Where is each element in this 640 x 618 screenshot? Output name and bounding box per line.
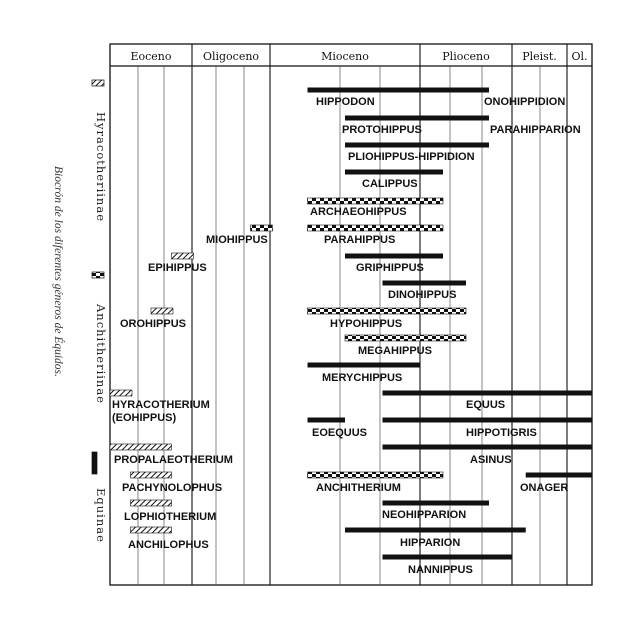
genus-bar-asinus [382,444,592,450]
genus-bar-anchilophus [130,526,172,534]
genus-label: DINOHIPPUS [388,289,456,301]
genus-bar-hipparion [345,527,526,533]
legend-swatch-solid [91,451,98,475]
genus-label: PARAHIPPARION [490,124,581,136]
genus-label: HIPPOTIGRIS [466,427,537,439]
genus-label: NANNIPPUS [408,564,473,576]
genus-label: ONOHIPPIDION [484,96,565,108]
genus-label: HYPOHIPPUS [330,318,402,330]
genus-bar-neohipparion [382,500,489,506]
genus-label: ASINUS [470,454,512,466]
genus-label: EOEQUUS [312,427,367,439]
epoch-label: Eoceno [130,50,171,63]
genus-label: MEGAHIPPUS [358,345,432,357]
subfamily-legend [91,79,105,475]
genus-bar-hippodon [307,87,489,93]
genus-label: (EOHIPPUS) [112,412,177,424]
genus-bar-pliohippus-hippidion [345,142,489,148]
genus-bar-lophiotherium [130,499,172,507]
genus-label: EQUUS [466,399,505,411]
genus-bar-hippotigris [382,417,592,423]
genus-label: NEOHIPPARION [382,509,466,521]
genus-label: CALIPPUS [362,178,418,190]
epoch-label: Mioceno [321,50,369,63]
genus-bar-onager [525,472,592,478]
genus-bar-hyracotherium-eohippus- [109,389,133,397]
genus-label: PARAHIPPUS [324,234,395,246]
genus-bar-merychippus [307,362,420,368]
genus-label: PLIOHIPPUS-HIPPIDION [348,151,475,163]
genus-label: PROTOHIPPUS [342,124,422,136]
genus-bar-megahippus [344,334,467,342]
genus-label: HYRACOTHERIUM [112,399,210,411]
genus-bar-calippus [345,169,443,175]
genus-bar-propalaeotherium [109,443,172,451]
frame-border [109,43,593,586]
genus-bar-eoequus [307,417,345,423]
epoch-label: Plioceno [442,50,490,63]
genus-label: PROPALAEOTHERIUM [114,454,233,466]
genus-bar-equus [382,390,592,396]
genus-bar-hypohippus [307,307,467,315]
genus-label: GRIPHIPPUS [356,262,424,274]
genus-bar-parahippus [307,224,444,232]
epoch-label: Ol. [571,50,587,63]
genus-label: PACHYNOLOPHUS [122,482,222,494]
genus-label: HIPPARION [400,537,460,549]
chart-caption: Biocrón de los diferentes géneros de Équ… [52,166,64,377]
genus-bar-miohippus [250,224,273,232]
genus-bar-griphippus [345,253,443,259]
genus-bar-dinohippus [382,280,466,286]
genus-label: ANCHITHERIUM [316,482,401,494]
epoch-label: Pleist. [522,50,557,63]
chart-frame: Eoceno Oligoceno Mioceno Plioceno Pleist. Ol. [109,43,593,586]
subfamily-label-equinae: Equinae [94,488,108,543]
genus-bar-nannippus [382,554,512,560]
subfamily-label-hyracotheriinae: Hyracotheriinae [94,112,108,222]
legend-swatch-checker [91,271,105,279]
genus-label: ANCHILOPHUS [128,539,209,551]
genus-label: ARCHAEOHIPPUS [310,206,407,218]
epoch-label: Oligoceno [203,50,259,63]
subfamily-label-anchitheriinae: Anchitheriinae [94,304,108,404]
genus-label: OROHIPPUS [120,318,186,330]
genus-label: EPIHIPPUS [148,262,207,274]
genus-bar-epihippus [171,252,194,260]
genus-label: HIPPODON [316,96,375,108]
genus-label: LOPHIOTHERIUM [124,511,216,523]
genus-bars: HIPPODON ONOHIPPIDION PROTOHIPPUS PARAHIPPA… [109,87,592,576]
genus-bar-anchitherium [307,471,444,479]
genus-label: ONAGER [520,482,568,494]
genus-bar-protohippus [345,115,489,121]
genus-bar-orohippus [150,307,174,315]
genus-bar-archaeohippus [307,197,444,205]
genus-label: MERYCHIPPUS [322,372,402,384]
genus-label: MIOHIPPUS [206,234,268,246]
legend-swatch-hatch [91,79,105,87]
genus-bar-pachynolophus [130,471,172,479]
